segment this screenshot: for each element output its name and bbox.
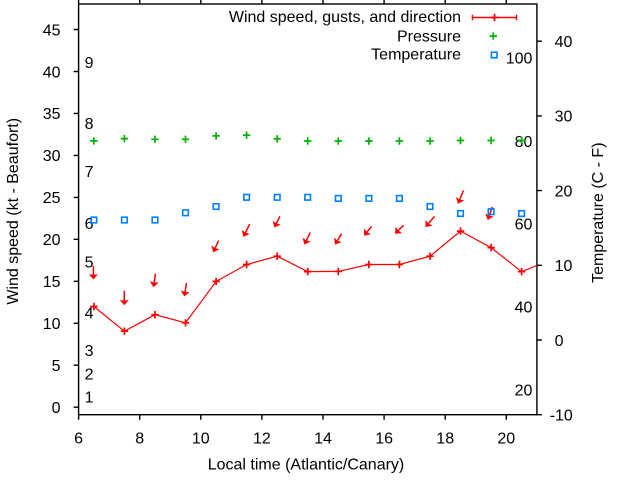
svg-text:15: 15 bbox=[43, 274, 61, 291]
svg-text:4: 4 bbox=[85, 306, 94, 323]
svg-text:Wind speed (kt - Beaufort): Wind speed (kt - Beaufort) bbox=[5, 118, 22, 305]
svg-text:9: 9 bbox=[85, 55, 94, 72]
svg-text:5: 5 bbox=[85, 255, 94, 272]
svg-text:0: 0 bbox=[555, 333, 564, 350]
svg-text:-10: -10 bbox=[550, 408, 573, 425]
svg-text:8: 8 bbox=[135, 430, 144, 447]
svg-text:20: 20 bbox=[497, 430, 515, 447]
svg-text:80: 80 bbox=[515, 134, 533, 151]
svg-text:30: 30 bbox=[43, 148, 61, 165]
svg-text:100: 100 bbox=[506, 50, 533, 67]
svg-text:30: 30 bbox=[555, 109, 573, 126]
svg-text:7: 7 bbox=[85, 164, 94, 181]
svg-text:Pressure: Pressure bbox=[397, 28, 461, 45]
svg-text:60: 60 bbox=[515, 216, 533, 233]
svg-text:25: 25 bbox=[43, 190, 61, 207]
svg-text:10: 10 bbox=[43, 316, 61, 333]
svg-text:12: 12 bbox=[253, 430, 271, 447]
svg-text:10: 10 bbox=[555, 258, 573, 275]
svg-text:10: 10 bbox=[192, 430, 210, 447]
svg-text:45: 45 bbox=[43, 22, 61, 39]
svg-text:20: 20 bbox=[43, 232, 61, 249]
svg-text:5: 5 bbox=[52, 358, 61, 375]
svg-text:0: 0 bbox=[52, 400, 61, 417]
svg-text:Temperature (C - F): Temperature (C - F) bbox=[590, 142, 607, 282]
svg-text:6: 6 bbox=[85, 216, 94, 233]
svg-text:40: 40 bbox=[555, 34, 573, 51]
svg-text:35: 35 bbox=[43, 106, 61, 123]
svg-text:20: 20 bbox=[555, 183, 573, 200]
svg-text:Temperature: Temperature bbox=[371, 46, 461, 63]
svg-text:14: 14 bbox=[314, 430, 332, 447]
svg-text:20: 20 bbox=[515, 382, 533, 399]
svg-text:6: 6 bbox=[74, 430, 83, 447]
svg-text:Wind speed, gusts, and directi: Wind speed, gusts, and direction bbox=[229, 9, 461, 26]
svg-text:18: 18 bbox=[436, 430, 454, 447]
svg-text:40: 40 bbox=[515, 300, 533, 317]
svg-text:40: 40 bbox=[43, 64, 61, 81]
svg-text:2: 2 bbox=[85, 367, 94, 384]
svg-text:1: 1 bbox=[85, 390, 94, 407]
svg-text:8: 8 bbox=[85, 116, 94, 133]
svg-text:Local time (Atlantic/Canary): Local time (Atlantic/Canary) bbox=[208, 456, 405, 473]
svg-text:16: 16 bbox=[375, 430, 393, 447]
svg-text:3: 3 bbox=[85, 343, 94, 360]
